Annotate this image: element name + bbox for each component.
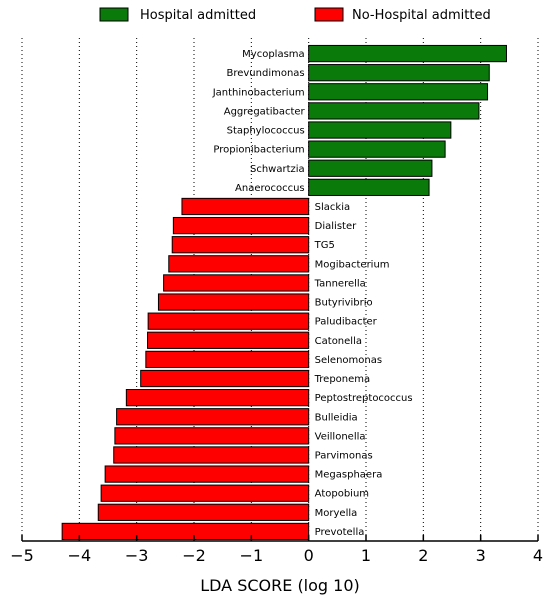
bar-label-brevundimonas: Brevundimonas (226, 68, 304, 79)
legend-label-no-hospital-admitted: No-Hospital admitted (352, 8, 491, 23)
bar-label-moryella: Moryella (315, 508, 358, 519)
x-tick-label-0: 0 (304, 546, 314, 565)
bar-label-butyrivibrio: Butyrivibrio (315, 298, 373, 309)
bar-treponema (140, 369, 310, 388)
bar-aggregatibacter (308, 102, 480, 120)
x-axis-title: LDA SCORE (log 10) (200, 576, 360, 595)
bar-label-peptostreptococcus: Peptostreptococcus (315, 393, 413, 404)
bar-butyrivibrio (157, 293, 310, 311)
bar-label-parvimonas: Parvimonas (315, 450, 373, 461)
x-tick-label-1: 1 (361, 546, 371, 565)
bar-label-anaerococcus: Anaerococcus (235, 183, 305, 194)
bar-label-prevotella: Prevotella (315, 527, 365, 538)
legend-label-hospital-admitted: Hospital admitted (140, 8, 256, 23)
bar-paludibacter (147, 312, 310, 330)
x-tick-label-3: 3 (476, 546, 486, 565)
bar-label-megasphaera: Megasphaera (315, 470, 383, 481)
bar-megasphaera (104, 465, 310, 483)
bar-mogibacterium (168, 255, 310, 273)
bar-label-dialister: Dialister (315, 221, 357, 232)
bar-parvimonas (113, 446, 310, 464)
bar-label-staphylococcus: Staphylococcus (227, 126, 305, 137)
bar-label-bulleidia: Bulleidia (315, 412, 358, 423)
bar-label-selenomonas: Selenomonas (315, 355, 382, 366)
bar-bulleidia (116, 408, 310, 426)
x-tick-label-2: 2 (418, 546, 428, 565)
x-tick-label-neg3: −3 (125, 546, 149, 565)
bar-veillonella (114, 427, 310, 445)
bar-label-tg5: TG5 (314, 240, 335, 251)
bar-label-paludibacter: Paludibacter (315, 317, 378, 328)
x-tick-label-4: 4 (533, 546, 543, 565)
bar-dialister (172, 216, 310, 235)
bar-slackia (181, 197, 310, 216)
bar-label-janthinobacterium: Janthinobacterium (212, 87, 305, 98)
x-tick-label-neg5: −5 (10, 546, 34, 565)
legend-swatch-hospital-admitted (99, 7, 129, 22)
bar-label-tannerella: Tannerella (314, 278, 366, 289)
bar-janthinobacterium (308, 83, 489, 101)
bars (61, 44, 507, 541)
x-tick-label-neg1: −1 (240, 546, 264, 565)
bar-atopobium (100, 484, 310, 502)
bar-peptostreptococcus (125, 389, 310, 407)
bar-prevotella (61, 522, 310, 541)
bar-tg5 (171, 236, 310, 254)
bar-brevundimonas (308, 64, 490, 82)
x-tick-label-neg4: −4 (68, 546, 92, 565)
bar-label-treponema: Treponema (314, 374, 371, 385)
bar-label-aggregatibacter: Aggregatibacter (224, 106, 306, 117)
bar-catonella (147, 331, 310, 349)
bar-label-catonella: Catonella (315, 336, 362, 347)
bar-schwartzia (308, 159, 433, 177)
bar-mycoplasma (308, 44, 507, 63)
bar-label-propionibacterium: Propionibacterium (213, 145, 304, 156)
bar-label-mycoplasma: Mycoplasma (242, 49, 305, 60)
x-tick-label-neg2: −2 (182, 546, 206, 565)
bar-moryella (97, 503, 310, 521)
bar-staphylococcus (308, 121, 452, 139)
bar-label-schwartzia: Schwartzia (250, 164, 305, 175)
bar-anaerococcus (308, 178, 430, 196)
bar-labels: Mycoplasma Brevundimonas Janthinobacterium… (212, 49, 413, 538)
bar-propionibacterium (308, 140, 446, 158)
legend: Hospital admitted No-Hospital admitted (99, 7, 491, 23)
x-axis: −5 −4 −3 −2 −1 0 1 2 3 4 (10, 535, 543, 565)
legend-swatch-no-hospital-admitted (314, 7, 344, 22)
bar-label-veillonella: Veillonella (315, 431, 366, 442)
bar-label-slackia: Slackia (315, 202, 350, 213)
bar-selenomonas (145, 350, 310, 369)
bar-label-mogibacterium: Mogibacterium (315, 259, 390, 270)
bar-tannerella (163, 274, 310, 292)
bar-label-atopobium: Atopobium (315, 489, 369, 500)
